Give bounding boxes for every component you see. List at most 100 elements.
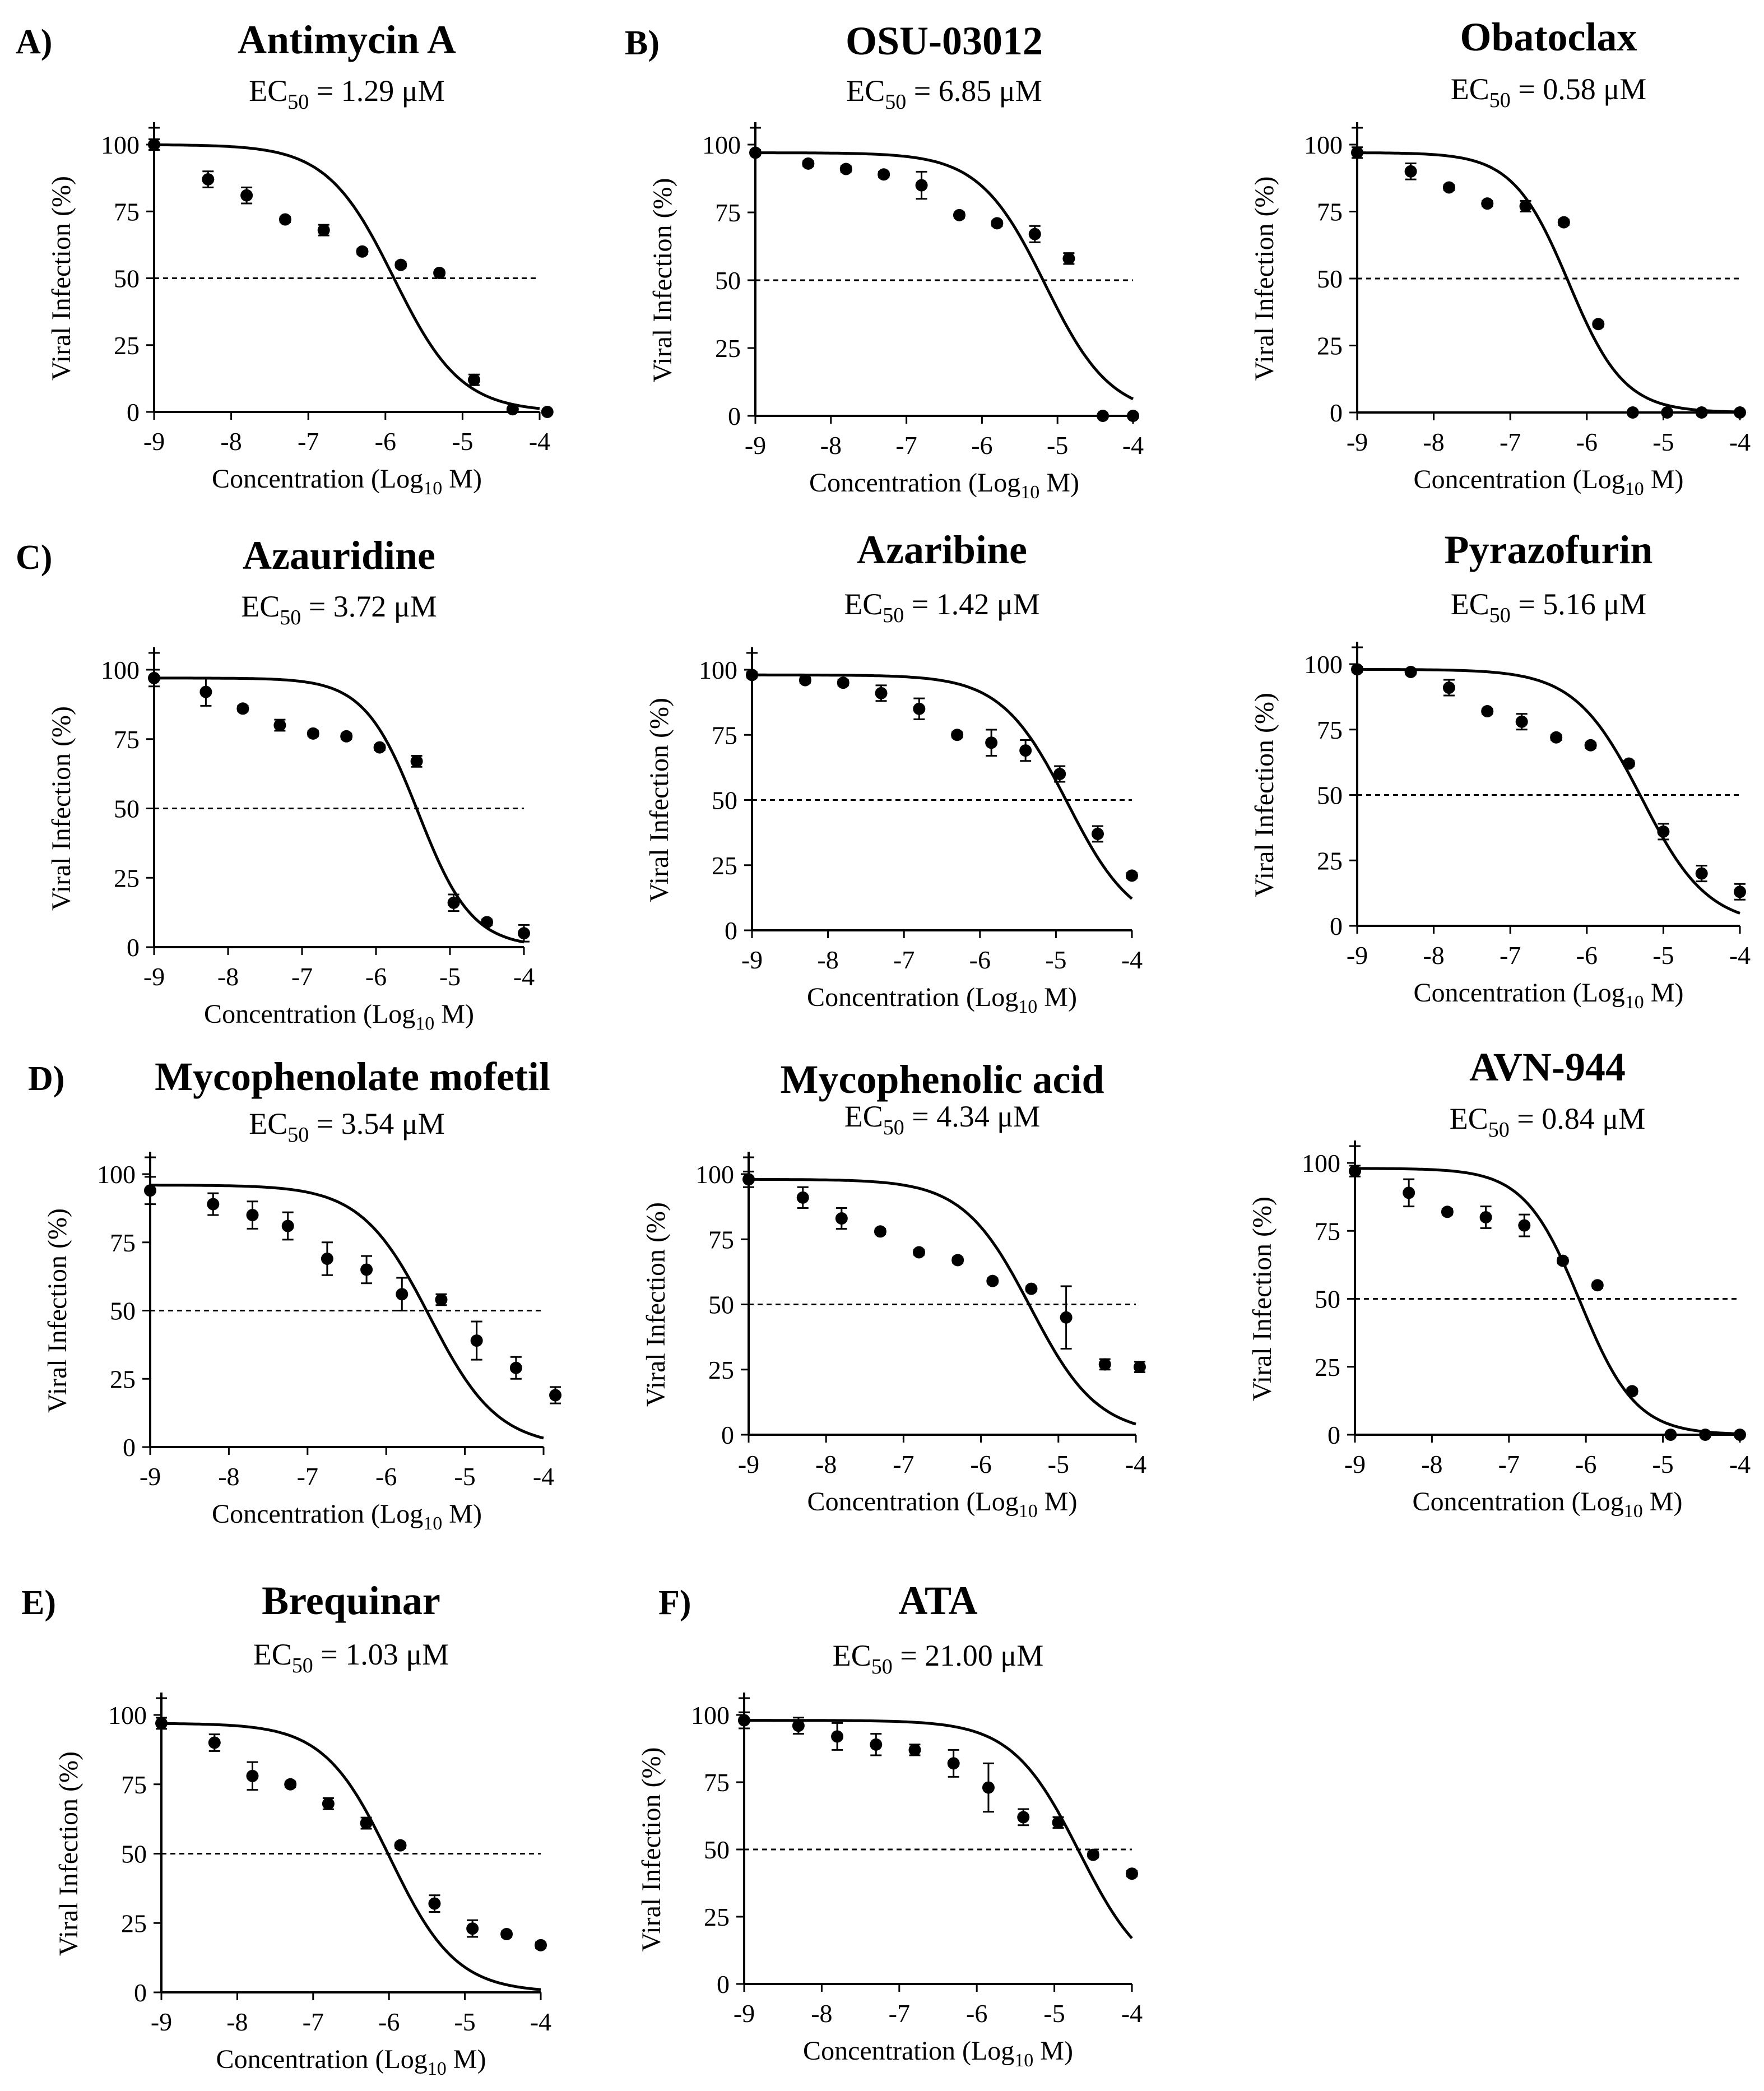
x-tick-label: -6	[375, 427, 396, 456]
data-point	[1442, 681, 1455, 694]
x-tick-label: -5	[1652, 1450, 1673, 1478]
y-tick-label: 25	[1317, 846, 1343, 875]
data-point	[1626, 406, 1639, 419]
x-axis-label-subscript: 10	[1625, 479, 1644, 499]
x-axis-label-text: Concentration (Log	[212, 1499, 423, 1529]
ec50-label: EC50 = 3.54 μM	[249, 1107, 444, 1147]
chart-title: Obatoclax	[1460, 15, 1637, 59]
ec50-prefix: EC	[1451, 72, 1489, 106]
y-tick-label: 75	[110, 1228, 136, 1257]
ec50-prefix: EC	[833, 1639, 871, 1672]
data-point	[1025, 1282, 1038, 1295]
fit-curve	[150, 1184, 544, 1440]
panel-letter: A)	[16, 23, 52, 61]
x-axis-label-subscript: 10	[1019, 1501, 1038, 1522]
data-point	[1481, 197, 1494, 210]
y-tick-label: 0	[134, 1978, 147, 2007]
data-point	[1133, 1361, 1146, 1374]
x-axis-label-subscript: 10	[1624, 1501, 1643, 1522]
y-tick-label: 0	[1330, 912, 1343, 940]
data-point	[1657, 825, 1670, 838]
data-point	[951, 1254, 964, 1267]
ec50-prefix: EC	[844, 587, 883, 621]
ec50-label: EC50 = 5.16 μM	[1451, 587, 1646, 627]
data-point	[951, 729, 964, 741]
x-axis-label: Concentration (Log10 M)	[1414, 978, 1684, 1013]
y-tick-label: 75	[114, 725, 140, 754]
data-point	[410, 755, 423, 768]
y-tick-label: 100	[101, 656, 140, 684]
y-tick-label: 50	[1315, 1285, 1340, 1314]
ec50-subscript: 50	[280, 606, 301, 629]
data-point	[549, 1389, 562, 1402]
x-tick-label: -4	[533, 1462, 554, 1491]
data-point	[148, 671, 160, 684]
x-axis-label-suffix: M)	[1644, 465, 1684, 494]
y-tick-label: 50	[121, 1840, 147, 1869]
data-point	[1441, 1206, 1454, 1218]
fit-curve	[744, 1719, 1133, 1940]
x-axis-label-suffix: M)	[1644, 978, 1684, 1008]
x-axis-label-text: Concentration (Log	[1414, 465, 1625, 494]
data-point	[1481, 705, 1494, 718]
x-tick-label: -6	[375, 1462, 397, 1491]
ec50-prefix: EC	[1451, 587, 1489, 621]
data-point	[1556, 1254, 1569, 1267]
fit-curve	[1357, 667, 1740, 915]
y-tick-label: 0	[725, 916, 737, 945]
data-point	[749, 146, 762, 159]
x-axis-label-text: Concentration (Log	[1413, 1487, 1624, 1517]
data-point	[878, 168, 890, 181]
y-tick-label: 75	[708, 1225, 734, 1254]
data-point	[1591, 1279, 1604, 1292]
data-point	[1519, 200, 1532, 212]
ec50-prefix: EC	[249, 74, 287, 108]
data-point	[1592, 318, 1605, 331]
y-tick-label: 50	[1317, 265, 1343, 293]
y-axis-label: Viral Infection (%)	[1250, 177, 1279, 381]
x-tick-label: -9	[738, 1450, 759, 1478]
x-tick-label: -6	[970, 1450, 991, 1478]
x-tick-label: -4	[1121, 945, 1143, 974]
data-point	[509, 1361, 522, 1374]
data-point	[947, 1757, 960, 1770]
x-tick-label: -5	[1047, 431, 1068, 460]
y-axis-label: Viral Infection (%)	[644, 698, 674, 902]
ec50-value: = 3.72 μM	[301, 590, 437, 623]
y-tick-label: 50	[715, 266, 741, 295]
data-point	[1126, 1867, 1138, 1880]
data-point	[1661, 406, 1674, 419]
x-axis-label-text: Concentration (Log	[807, 982, 1018, 1012]
y-tick-label: 50	[704, 1835, 730, 1864]
fit-curve	[154, 676, 524, 944]
ec50-value: = 3.54 μM	[309, 1107, 444, 1140]
data-point	[835, 1212, 848, 1225]
y-tick-label: 0	[1327, 1421, 1340, 1449]
ec50-label: EC50 = 1.03 μM	[253, 1638, 449, 1677]
y-tick-label: 100	[691, 1701, 730, 1730]
x-axis-label-subscript: 10	[423, 1513, 442, 1534]
ec50-prefix: EC	[846, 74, 885, 108]
x-axis-label: Concentration (Log10 M)	[807, 1487, 1078, 1522]
data-point	[481, 916, 493, 929]
data-point	[1515, 715, 1528, 728]
chart-title: Mycophenolic acid	[781, 1057, 1104, 1102]
data-point	[466, 1922, 479, 1935]
y-tick-label: 25	[712, 851, 737, 880]
ec50-value: = 21.00 μM	[893, 1639, 1043, 1672]
data-point	[799, 674, 811, 687]
y-tick-label: 75	[1315, 1217, 1340, 1245]
y-tick-label: 100	[1302, 1149, 1340, 1177]
y-tick-label: 25	[114, 864, 140, 892]
data-point	[986, 1274, 999, 1287]
data-point	[1087, 1848, 1099, 1861]
data-point	[208, 1736, 221, 1749]
y-tick-label: 0	[721, 1421, 734, 1449]
ec50-prefix: EC	[844, 1100, 883, 1133]
y-tick-label: 0	[717, 1970, 730, 1999]
x-tick-label: -8	[226, 2007, 248, 2036]
data-point	[1622, 757, 1635, 770]
y-tick-label: 75	[1317, 716, 1343, 744]
y-tick-label: 100	[695, 1160, 734, 1189]
x-axis-label-suffix: M)	[442, 464, 482, 494]
